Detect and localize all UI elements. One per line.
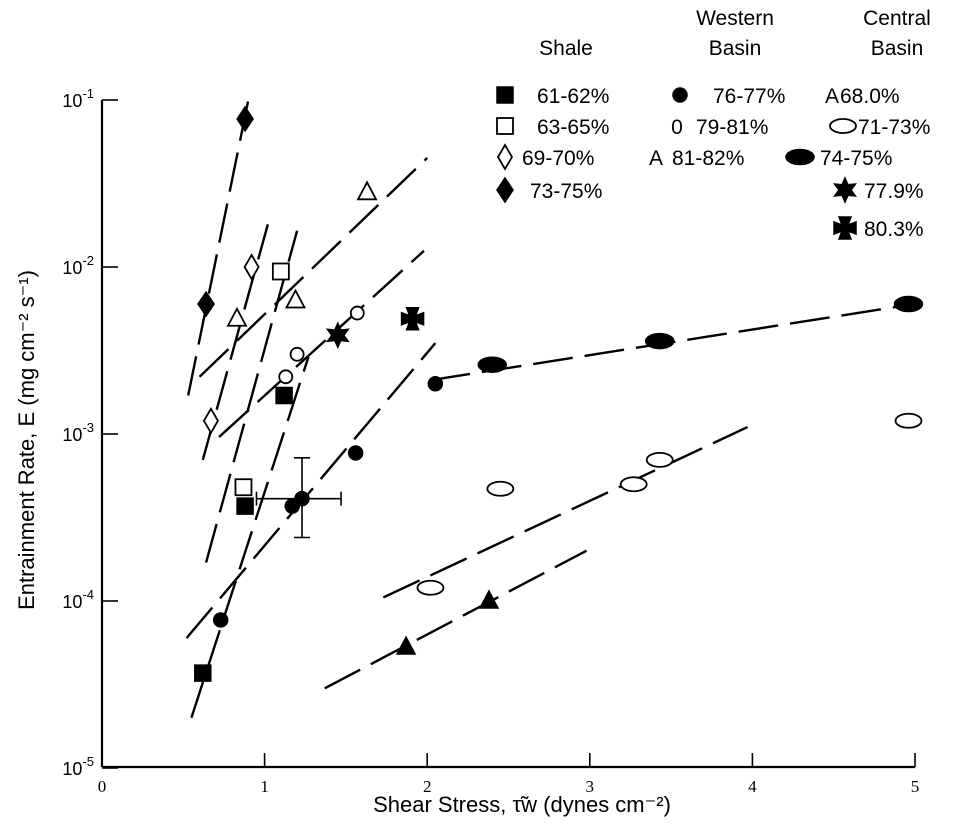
legend-label: 74-75% bbox=[820, 147, 892, 170]
legend-marker-filled-diamond bbox=[496, 176, 514, 204]
y-axis-title: Entrainment Rate, E (mg cm⁻² s⁻¹) bbox=[14, 270, 39, 610]
data-point-open-square bbox=[234, 478, 253, 497]
data-point-open-triangle bbox=[284, 288, 306, 309]
x-tick-label: 4 bbox=[748, 777, 757, 796]
data-point-open-triangle bbox=[226, 306, 248, 327]
fit-line bbox=[218, 249, 425, 438]
legend-label: 71-73% bbox=[858, 116, 930, 139]
data-point-open-ellipse bbox=[619, 476, 648, 493]
y-tick-exponent: -4 bbox=[82, 587, 94, 602]
data-point-filled-circle bbox=[212, 612, 229, 628]
data-point-filled-ellipse bbox=[644, 332, 675, 350]
y-ticks: 10-1 10-2 10-3 10-4 10-5 bbox=[62, 86, 118, 779]
y-tick-exponent: -5 bbox=[82, 754, 94, 769]
data-point-filled-triangle bbox=[478, 589, 500, 609]
legend-marker-glyph: A bbox=[825, 85, 839, 108]
data-point-open-ellipse bbox=[645, 451, 674, 468]
data-point-maltese-cross bbox=[400, 306, 425, 331]
x-tick-label: 2 bbox=[423, 777, 432, 796]
legend-marker-open-square bbox=[496, 117, 514, 135]
data-point-open-ellipse bbox=[416, 579, 445, 596]
y-tick-exponent: -1 bbox=[82, 86, 94, 101]
data-point-open-circle bbox=[289, 346, 305, 362]
fit-line bbox=[201, 224, 270, 461]
legend-label: 81-82% bbox=[672, 147, 744, 170]
legend-header: Basin bbox=[871, 37, 924, 60]
legend-marker-maltese-cross bbox=[833, 216, 857, 240]
legend-header: Shale bbox=[539, 37, 593, 60]
legend-marker-filled-square bbox=[496, 86, 514, 104]
legend-label: 79-81% bbox=[696, 116, 768, 139]
x-axis-title: Shear Stress, τ̃w (dynes cm⁻²) bbox=[373, 792, 671, 817]
data-point-filled-ellipse bbox=[893, 295, 924, 313]
y-tick-label: 10-4 bbox=[62, 587, 94, 612]
data-point-open-diamond bbox=[202, 406, 219, 435]
legend-label: 69-70% bbox=[522, 147, 594, 170]
data-point-filled-square bbox=[194, 664, 212, 682]
data-point-filled-square bbox=[275, 386, 293, 405]
legend-header: Central bbox=[863, 7, 931, 30]
legend-header: Basin bbox=[709, 37, 762, 60]
data-point-filled-diamond bbox=[236, 105, 254, 133]
data-points bbox=[194, 105, 924, 682]
x-tick-label: 5 bbox=[911, 777, 920, 796]
data-point-open-ellipse bbox=[486, 480, 515, 497]
y-tick-label: 10-2 bbox=[62, 253, 94, 278]
legend-label: 63-65% bbox=[537, 116, 609, 139]
x-tick-label: 3 bbox=[586, 777, 595, 796]
fit-line bbox=[190, 356, 310, 719]
data-point-filled-ellipse bbox=[477, 356, 507, 373]
y-tick-label: 10-5 bbox=[62, 754, 94, 779]
legend-label: 76-77% bbox=[713, 85, 785, 108]
y-tick-exponent: -2 bbox=[82, 253, 94, 268]
legend: Shale Western Basin Central Basin 61-62% 63-65… bbox=[496, 7, 931, 241]
x-ticks: 0 1 2 3 4 5 bbox=[98, 753, 920, 796]
legend-marker-glyph: 0 bbox=[671, 116, 683, 139]
fit-line bbox=[187, 99, 250, 396]
error-bar bbox=[255, 457, 342, 539]
fit-line bbox=[204, 230, 299, 563]
data-point-filled-circle bbox=[284, 498, 300, 514]
data-point-star bbox=[325, 321, 350, 350]
legend-marker-star bbox=[832, 176, 858, 204]
data-point-open-square bbox=[271, 262, 290, 281]
fit-line bbox=[382, 426, 749, 599]
legend-marker-glyph: A bbox=[649, 147, 663, 170]
data-point-open-ellipse bbox=[894, 412, 923, 429]
y-tick-label: 10-3 bbox=[62, 420, 94, 445]
data-point-open-diamond bbox=[243, 253, 260, 281]
fit-line bbox=[185, 342, 437, 639]
data-point-filled-diamond bbox=[197, 290, 215, 318]
data-point-filled-triangle bbox=[395, 635, 417, 655]
y-tick-exponent: -3 bbox=[82, 420, 94, 435]
x-tick-label: 0 bbox=[98, 777, 107, 796]
data-point-open-triangle bbox=[356, 180, 378, 201]
fit-line bbox=[324, 549, 588, 690]
legend-marker-open-diamond bbox=[496, 143, 514, 171]
legend-marker-open-ellipse bbox=[829, 118, 857, 134]
data-point-filled-circle bbox=[347, 445, 364, 461]
legend-label: 77.9% bbox=[864, 180, 924, 203]
data-point-filled-square bbox=[236, 497, 254, 515]
legend-marker-filled-circle bbox=[672, 87, 688, 103]
legend-label: 68.0% bbox=[840, 85, 900, 108]
data-point-open-circle bbox=[278, 369, 294, 385]
legend-header: Western bbox=[696, 7, 774, 30]
x-tick-label: 1 bbox=[260, 777, 269, 796]
legend-marker-filled-ellipse bbox=[785, 148, 815, 166]
data-point-open-circle bbox=[349, 305, 365, 321]
data-point-filled-circle bbox=[427, 375, 444, 392]
y-tick-label: 10-1 bbox=[62, 86, 94, 111]
legend-label: 61-62% bbox=[537, 85, 609, 108]
legend-label: 73-75% bbox=[530, 180, 602, 203]
legend-label: 80.3% bbox=[864, 218, 924, 241]
fit-line bbox=[198, 157, 429, 378]
